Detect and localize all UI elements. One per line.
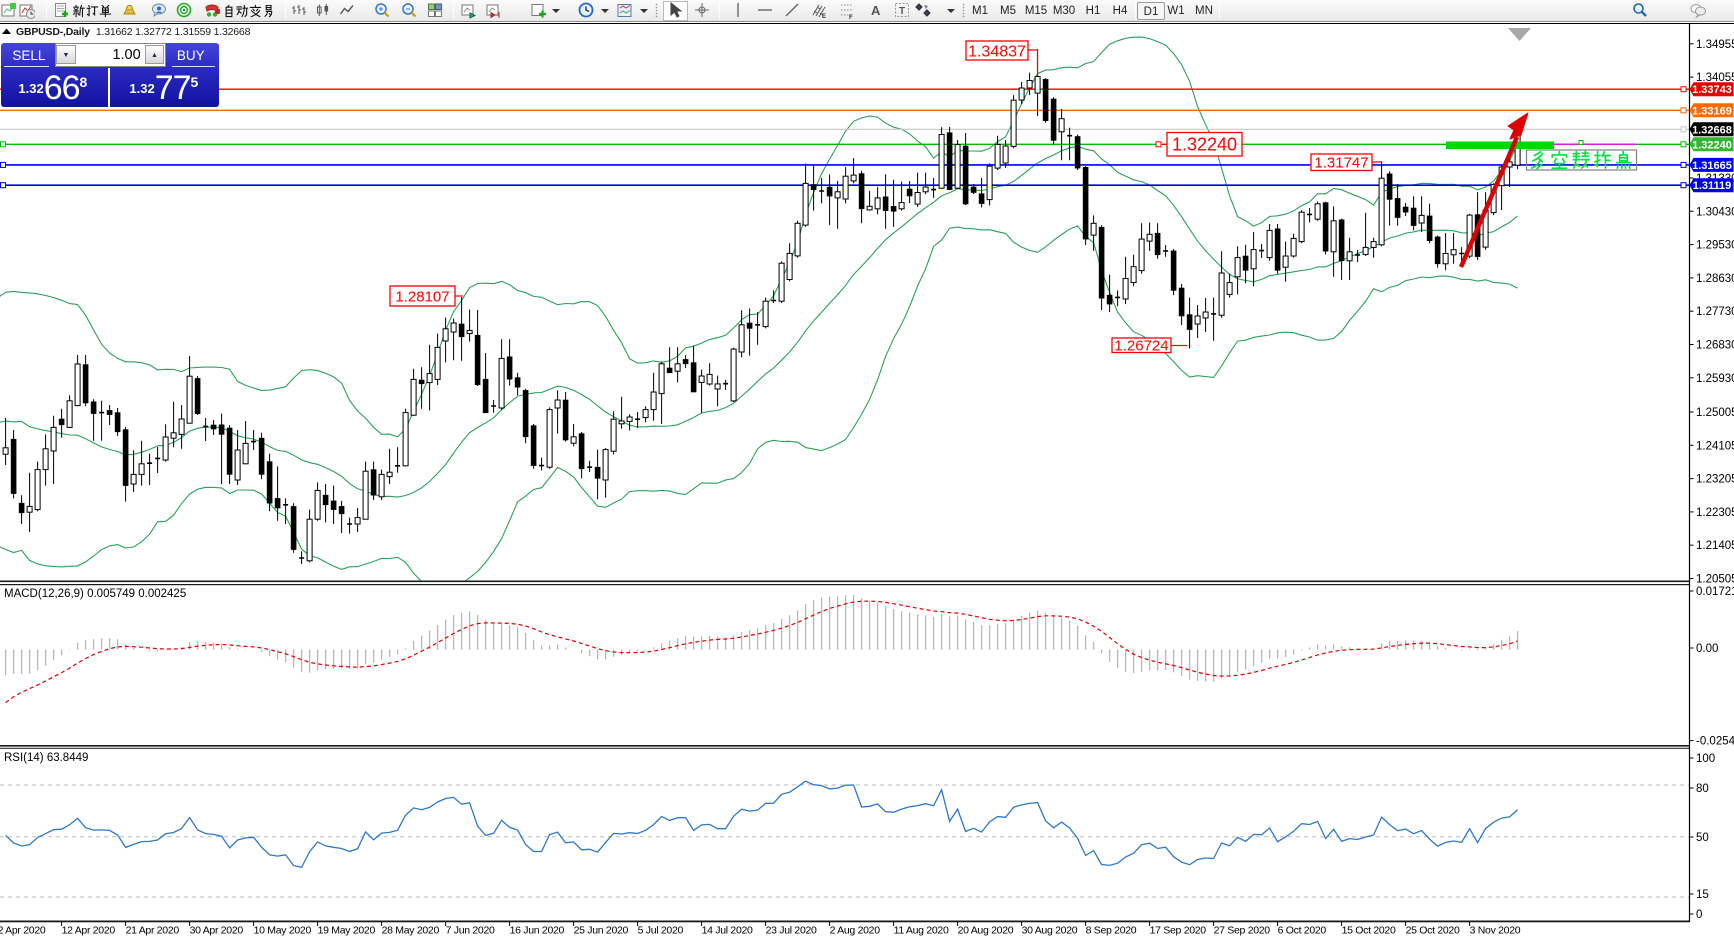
- svg-text:1.22305: 1.22305: [1696, 507, 1734, 519]
- svg-text:23 Jul 2020: 23 Jul 2020: [766, 925, 817, 937]
- svg-text:6 Oct 2020: 6 Oct 2020: [1278, 925, 1327, 937]
- svg-text:1.20505: 1.20505: [1696, 574, 1734, 586]
- svg-text:10 May 2020: 10 May 2020: [254, 925, 312, 937]
- svg-text:21 Apr 2020: 21 Apr 2020: [126, 925, 180, 937]
- svg-text:15 Oct 2020: 15 Oct 2020: [1342, 925, 1396, 937]
- svg-text:14 Jul 2020: 14 Jul 2020: [702, 925, 753, 937]
- svg-text:0: 0: [1696, 909, 1702, 921]
- svg-text:1.28107: 1.28107: [395, 288, 449, 305]
- svg-text:27 Sep 2020: 27 Sep 2020: [1214, 925, 1271, 937]
- svg-text:1.31747: 1.31747: [1314, 155, 1368, 172]
- svg-text:1.32240: 1.32240: [1172, 135, 1237, 155]
- svg-text:17 Sep 2020: 17 Sep 2020: [1150, 925, 1207, 937]
- svg-text:1.30430: 1.30430: [1696, 206, 1734, 218]
- svg-text:1.21405: 1.21405: [1696, 540, 1734, 552]
- svg-text:30 Aug 2020: 30 Aug 2020: [1022, 925, 1078, 937]
- svg-text:28 May 2020: 28 May 2020: [382, 925, 440, 937]
- svg-text:3 Nov 2020: 3 Nov 2020: [1470, 925, 1521, 937]
- svg-text:1.31665: 1.31665: [1692, 160, 1732, 172]
- svg-text:1.25005: 1.25005: [1696, 407, 1734, 419]
- svg-text:30 Apr 2020: 30 Apr 2020: [190, 925, 244, 937]
- svg-text:1.26830: 1.26830: [1696, 340, 1734, 352]
- svg-text:1.29530: 1.29530: [1696, 240, 1734, 252]
- svg-text:25 Jun 2020: 25 Jun 2020: [574, 925, 629, 937]
- svg-text:RSI(14) 63.8449: RSI(14) 63.8449: [4, 752, 88, 764]
- svg-text:50: 50: [1696, 832, 1709, 844]
- svg-text:11 Aug 2020: 11 Aug 2020: [894, 925, 949, 937]
- svg-text:15: 15: [1696, 889, 1709, 901]
- svg-text:1.28630: 1.28630: [1696, 273, 1734, 285]
- svg-text:5 Jul 2020: 5 Jul 2020: [638, 925, 684, 937]
- svg-text:7 Jun 2020: 7 Jun 2020: [446, 925, 495, 937]
- svg-text:MACD(12,26,9) 0.005749 0.00242: MACD(12,26,9) 0.005749 0.002425: [4, 588, 186, 600]
- svg-text:T: T: [899, 6, 905, 17]
- svg-text:8 Sep 2020: 8 Sep 2020: [1086, 925, 1137, 937]
- svg-text:100: 100: [1696, 753, 1715, 765]
- svg-text:1.26724: 1.26724: [1114, 338, 1168, 355]
- svg-text:20 Aug 2020: 20 Aug 2020: [958, 925, 1014, 937]
- svg-text:1.27730: 1.27730: [1696, 306, 1734, 318]
- svg-text:19 May 2020: 19 May 2020: [318, 925, 376, 937]
- svg-text:1.34055: 1.34055: [1696, 72, 1734, 84]
- svg-text:16 Jun 2020: 16 Jun 2020: [510, 925, 565, 937]
- svg-text:1.34837: 1.34837: [968, 43, 1026, 60]
- svg-text:1.32668: 1.32668: [1692, 124, 1732, 136]
- svg-text:1.24105: 1.24105: [1696, 440, 1734, 452]
- svg-text:E: E: [822, 14, 826, 20]
- svg-text:1.25930: 1.25930: [1696, 373, 1734, 385]
- svg-text:2 Aug 2020: 2 Aug 2020: [830, 925, 881, 937]
- svg-text:1.34955: 1.34955: [1696, 39, 1734, 51]
- svg-text:F: F: [849, 15, 853, 20]
- svg-text:80: 80: [1696, 783, 1709, 795]
- svg-text:1.33169: 1.33169: [1692, 105, 1732, 117]
- svg-text:1.33743: 1.33743: [1692, 84, 1732, 96]
- svg-text:1.32240: 1.32240: [1692, 139, 1732, 151]
- svg-text:25 Oct 2020: 25 Oct 2020: [1406, 925, 1460, 937]
- svg-text:12 Apr 2020: 12 Apr 2020: [62, 925, 116, 937]
- svg-text:2 Apr 2020: 2 Apr 2020: [0, 925, 46, 937]
- svg-text:0.01721: 0.01721: [1696, 586, 1734, 598]
- svg-text:-0.025487: -0.025487: [1696, 736, 1734, 748]
- svg-text:1.23205: 1.23205: [1696, 474, 1734, 486]
- svg-text:0.00: 0.00: [1696, 643, 1718, 655]
- svg-text:1.31119: 1.31119: [1693, 180, 1732, 192]
